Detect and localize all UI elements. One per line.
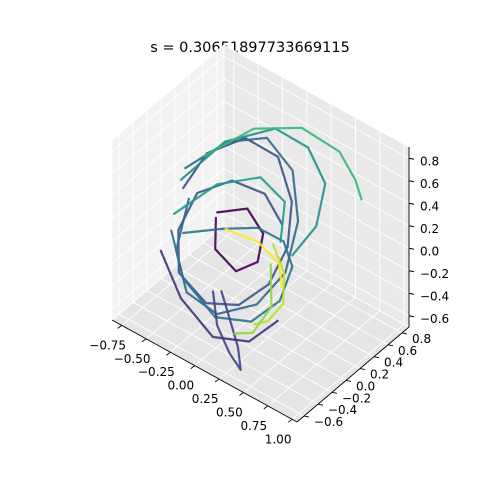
- x-tick-label: 0.75: [240, 419, 267, 433]
- tick-mark: [239, 392, 244, 396]
- trajectory-11: [173, 176, 286, 243]
- grid-line: [202, 242, 389, 346]
- tick-mark: [263, 405, 269, 410]
- trajectory-lines: [159, 126, 363, 371]
- tick-mark: [190, 365, 196, 369]
- z-tick-label: −0.4: [420, 289, 449, 303]
- x-axis-line: [111, 319, 298, 423]
- grid-line: [291, 323, 405, 420]
- y-tick-label: 0.4: [384, 356, 403, 370]
- x-tick-label: −0.50: [114, 352, 151, 366]
- grid-line: [223, 190, 410, 294]
- grid-line: [223, 100, 410, 204]
- grid-line: [111, 123, 225, 220]
- grid-line: [267, 310, 381, 407]
- tick-mark: [408, 157, 415, 160]
- grid-line: [111, 190, 225, 287]
- grid-line: [218, 283, 332, 380]
- tick-mark: [117, 325, 123, 329]
- z-tick-label: −0.6: [420, 312, 449, 326]
- z-tick-label: 0.2: [420, 222, 439, 236]
- y-axis-line: [296, 326, 410, 423]
- x-tick-label: 0.00: [167, 379, 194, 393]
- tick-mark: [317, 403, 324, 406]
- axis-lines: [111, 147, 410, 423]
- grid-line: [111, 55, 225, 152]
- tick-mark: [408, 180, 415, 183]
- grid-line: [111, 78, 225, 175]
- trajectory-10: [233, 263, 273, 335]
- grid-line: [223, 123, 410, 227]
- tick-mark: [408, 202, 415, 205]
- x-tick-label: 0.50: [216, 406, 243, 420]
- tick-mark: [408, 315, 415, 318]
- trajectory-8: [253, 243, 286, 326]
- z-tick-label: 0.4: [420, 199, 439, 213]
- z-tick-label: −0.2: [420, 267, 449, 281]
- tick-mark: [166, 351, 171, 356]
- z-tick-label: 0.6: [420, 177, 439, 191]
- tick-mark: [345, 379, 352, 382]
- trajectory-4: [202, 126, 363, 201]
- tick-mark: [408, 247, 415, 250]
- grid-line: [111, 145, 225, 242]
- tick-labels: −0.75−0.50−0.250.000.250.500.751.00−0.6−…: [89, 154, 449, 446]
- x-tick-label: 0.25: [192, 392, 219, 406]
- tick-mark: [214, 378, 220, 383]
- z-tick-label: 0.0: [420, 244, 439, 258]
- tick-mark: [373, 356, 380, 359]
- tick-mark: [408, 292, 415, 295]
- trajectory-5: [214, 207, 265, 273]
- tick-mark: [303, 415, 310, 418]
- tick-mark: [331, 391, 338, 394]
- tick-mark: [387, 344, 394, 347]
- grid-line: [223, 213, 410, 317]
- trajectory-7: [211, 290, 242, 371]
- grid-line: [111, 168, 225, 265]
- grid-line: [223, 78, 410, 182]
- tick-mark: [359, 368, 366, 371]
- chart-title: s = 0.30651897733669115: [150, 40, 350, 56]
- y-tick-label: −0.6: [314, 415, 343, 429]
- grid-line: [174, 266, 361, 369]
- x-tick-label: 1.00: [265, 432, 292, 446]
- y-tick-label: 0.8: [412, 332, 431, 346]
- grid-line: [223, 145, 410, 249]
- trajectory-9: [224, 227, 283, 288]
- trajectory-6: [170, 226, 294, 323]
- trajectory-3: [180, 127, 327, 257]
- grid-line: [216, 230, 403, 334]
- x-tick-label: −0.75: [89, 338, 126, 352]
- grid-line: [111, 100, 225, 197]
- tick-mark: [408, 270, 415, 273]
- tick-mark: [287, 418, 293, 423]
- y-tick-label: 0.0: [356, 379, 375, 393]
- y-tick-label: −0.2: [342, 391, 371, 405]
- y-tick-label: 0.2: [370, 368, 389, 382]
- grid-line: [118, 313, 305, 417]
- grid-line: [132, 301, 319, 405]
- tick-mark: [141, 338, 147, 343]
- trajectory-12: [159, 249, 279, 343]
- grid-line: [194, 270, 308, 366]
- grid-line: [145, 243, 259, 340]
- y-tick-label: 0.6: [398, 344, 417, 358]
- tick-mark: [401, 332, 408, 335]
- grid-line: [223, 55, 410, 159]
- grid-line: [243, 297, 356, 393]
- z-tick-label: 0.8: [420, 154, 439, 168]
- y-tick-label: −0.4: [328, 403, 357, 417]
- x-tick-label: −0.25: [138, 365, 175, 379]
- tick-mark: [408, 225, 415, 228]
